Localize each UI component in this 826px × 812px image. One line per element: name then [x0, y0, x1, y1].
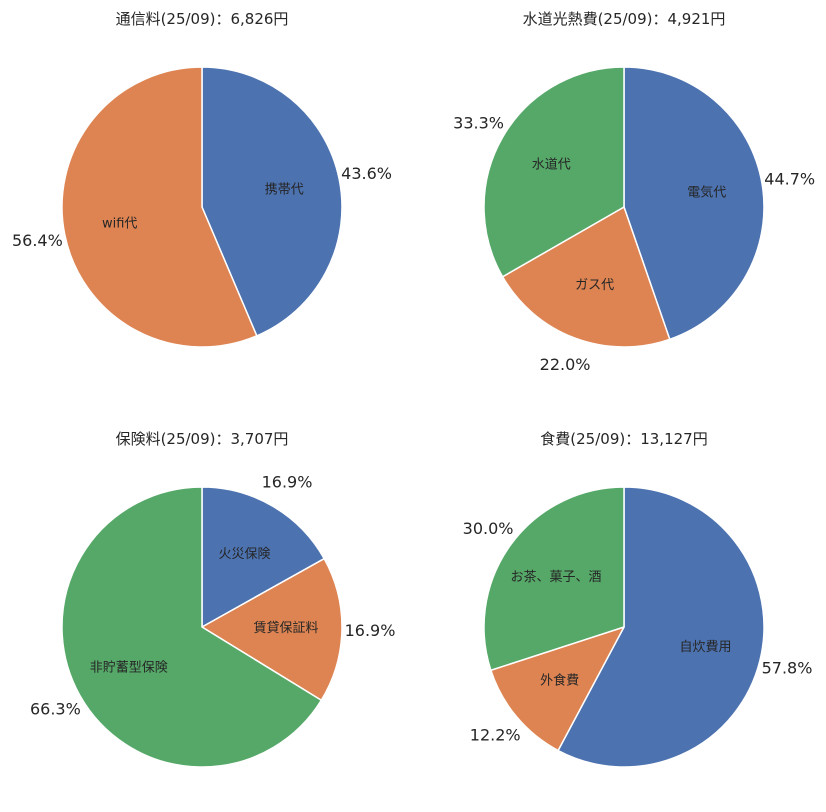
pie-slice-insurance-0 — [201, 486, 325, 628]
chart-title-food: 食費(25/09)：13,127円 — [540, 430, 707, 448]
percent-label-insurance-0: 16.9% — [262, 473, 313, 492]
percent-label-telecom-1: 56.4% — [12, 231, 63, 250]
pie-chart-insurance: 保険料(25/09)：3,707円 火災保険 16.9% 賃貸保証料 16.9% 非貯蓄… — [30, 430, 395, 768]
slice-label-utilities-2: 水道代 — [532, 157, 571, 172]
pie-labels-telecom: 携帯代 43.6% wifi代 56.4% — [12, 164, 392, 250]
percent-label-insurance-2: 66.3% — [30, 700, 81, 719]
pie-slice-telecom-0 — [201, 66, 343, 337]
slice-label-insurance-2: 非貯蓄型保険 — [90, 661, 168, 676]
slice-label-insurance-0: 火災保険 — [218, 547, 270, 562]
chart-title-utilities: 水道光熱費(25/09)：4,921円 — [523, 10, 726, 28]
pie-chart-utilities: 水道光熱費(25/09)：4,921円 電気代 44.7% ガス代 22.0% 水道代 3… — [453, 10, 815, 374]
pie-slices-telecom — [61, 66, 343, 348]
slice-label-insurance-1: 賃貸保証料 — [253, 620, 318, 636]
percent-label-utilities-1: 22.0% — [540, 355, 591, 374]
percent-label-food-0: 57.8% — [762, 658, 813, 677]
chart-title-telecom: 通信料(25/09)：6,826円 — [116, 10, 289, 28]
slice-label-food-2: お茶、菓子、酒 — [510, 569, 601, 585]
pie-slices-food — [483, 486, 765, 768]
pie-slice-food-0 — [557, 486, 765, 768]
pie-slice-utilities-1 — [501, 206, 671, 348]
pie-slices-insurance — [61, 486, 343, 768]
chart-title-insurance: 保険料(25/09)：3,707円 — [116, 430, 289, 448]
slice-label-utilities-1: ガス代 — [575, 278, 614, 293]
percent-label-utilities-0: 44.7% — [764, 170, 815, 189]
percent-label-insurance-1: 16.9% — [345, 621, 396, 640]
pie-labels-insurance: 火災保険 16.9% 賃貸保証料 16.9% 非貯蓄型保険 66.3% — [30, 473, 395, 719]
pie-chart-food: 食費(25/09)：13,127円 自炊費用 57.8% 外食費 12.2% お茶、菓子… — [463, 430, 813, 768]
slice-label-telecom-0: 携帯代 — [265, 182, 304, 198]
pie-slice-food-2 — [483, 486, 625, 672]
pie-slice-telecom-1 — [61, 66, 258, 348]
pie-slice-food-1 — [490, 626, 625, 752]
slice-label-food-0: 自炊費用 — [679, 640, 731, 655]
percent-label-utilities-2: 33.3% — [453, 113, 504, 132]
pie-labels-food: 自炊費用 57.8% 外食費 12.2% お茶、菓子、酒 30.0% — [463, 519, 813, 745]
pie-slice-utilities-0 — [623, 66, 765, 341]
pie-slice-insurance-1 — [201, 557, 343, 702]
slice-label-food-1: 外食費 — [540, 672, 579, 688]
pie-slice-utilities-2 — [483, 66, 625, 278]
slice-label-utilities-0: 電気代 — [687, 185, 726, 201]
percent-label-food-2: 30.0% — [463, 519, 514, 538]
slice-label-telecom-1: wifi代 — [102, 216, 137, 231]
percent-label-telecom-0: 43.6% — [341, 164, 392, 183]
pie-labels-utilities: 電気代 44.7% ガス代 22.0% 水道代 33.3% — [453, 113, 815, 374]
pie-chart-telecom: 通信料(25/09)：6,826円 携帯代 43.6% wifi代 56.4% — [12, 10, 392, 348]
pie-slices-utilities — [483, 66, 765, 348]
pie-slice-insurance-2 — [61, 486, 323, 768]
percent-label-food-1: 12.2% — [470, 725, 521, 744]
